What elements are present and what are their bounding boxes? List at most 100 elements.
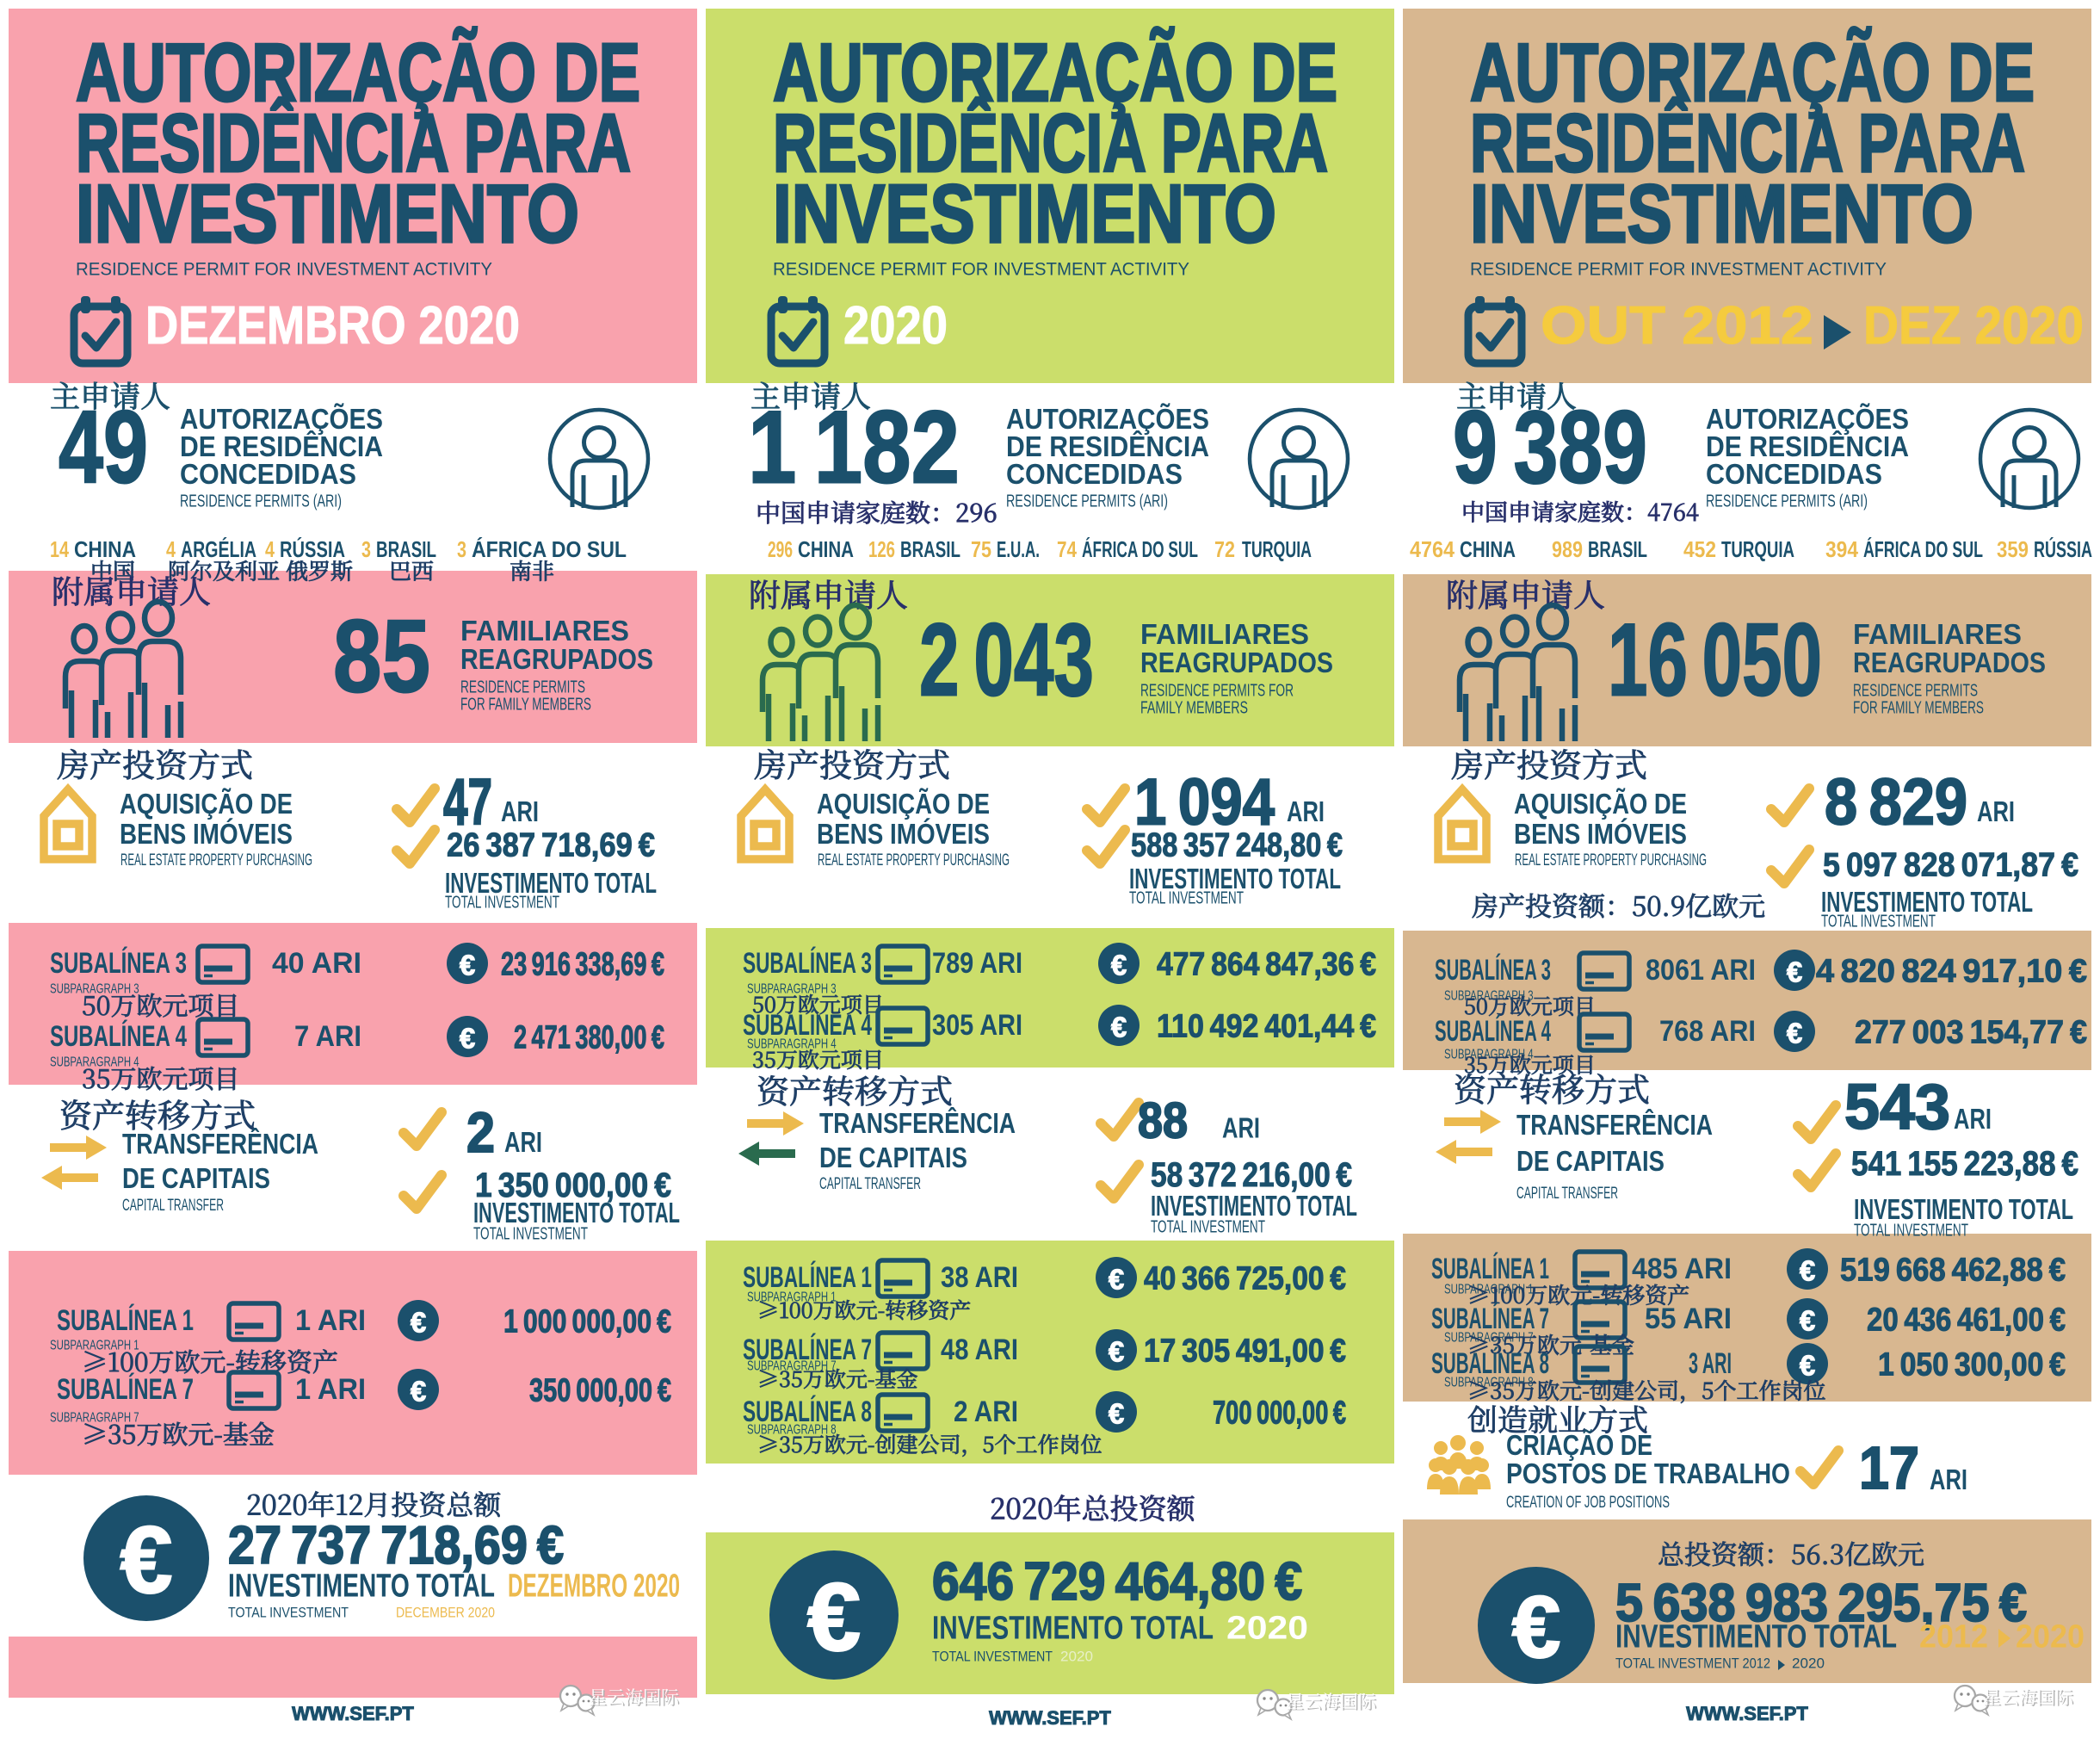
svg-text:519 668 462,88 €: 519 668 462,88 €	[1840, 1253, 2066, 1289]
svg-text:8061 ARI: 8061 ARI	[1646, 954, 1756, 987]
svg-text:AQUISIÇÃO DE: AQUISIÇÃO DE	[817, 788, 990, 820]
svg-text:INVESTIMENTO TOTAL: INVESTIMENTO TOTAL	[1151, 1190, 1357, 1222]
svg-text:€: €	[1800, 1255, 1815, 1287]
svg-text:768 ARI: 768 ARI	[1659, 1015, 1756, 1048]
svg-text:€: €	[1512, 1578, 1561, 1676]
svg-text:TOTAL INVESTMENT: TOTAL INVESTMENT	[932, 1648, 1053, 1664]
svg-text:7 ARI: 7 ARI	[294, 1020, 361, 1053]
svg-text:INVESTIMENTO TOTAL: INVESTIMENTO TOTAL	[228, 1569, 495, 1605]
svg-text:SUBALÍNEA 8: SUBALÍNEA 8	[743, 1396, 872, 1428]
svg-text:€: €	[411, 1307, 426, 1339]
svg-text:ARI: ARI	[1954, 1103, 1992, 1135]
svg-text:2012: 2012	[1919, 1619, 1988, 1655]
svg-text:CONCEDIDAS: CONCEDIDAS	[1706, 458, 1882, 490]
svg-text:TRANSFERÊNCIA: TRANSFERÊNCIA	[122, 1128, 318, 1160]
svg-text:BENS IMÓVEIS: BENS IMÓVEIS	[120, 818, 293, 850]
svg-text:SUBPARAGRAPH 3: SUBPARAGRAPH 3	[747, 982, 837, 997]
svg-text:40 366 725,00 €: 40 366 725,00 €	[1144, 1261, 1346, 1297]
svg-text:2020: 2020	[1226, 1611, 1308, 1647]
svg-text:AUTORIZAÇÕES: AUTORIZAÇÕES	[1706, 403, 1909, 435]
svg-text:40 ARI: 40 ARI	[272, 947, 361, 980]
svg-text:AQUISIÇÃO DE: AQUISIÇÃO DE	[1514, 788, 1687, 820]
svg-text:AUTORIZAÇÕES: AUTORIZAÇÕES	[1006, 403, 1209, 435]
svg-text:AUTORIZAÇÃO DE: AUTORIZAÇÃO DE	[773, 26, 1337, 119]
svg-text:ÁFRICA DO SUL: ÁFRICA DO SUL	[1863, 536, 1983, 562]
svg-text:4: 4	[265, 536, 275, 562]
svg-text:SUBPARAGRAPH 8: SUBPARAGRAPH 8	[747, 1423, 837, 1438]
svg-text:SUBALÍNEA 4: SUBALÍNEA 4	[743, 1009, 872, 1042]
svg-text:INVESTIMENTO TOTAL: INVESTIMENTO TOTAL	[473, 1197, 680, 1228]
svg-text:SUBALÍNEA 1: SUBALÍNEA 1	[57, 1304, 194, 1337]
svg-text:SUBPARAGRAPH 4: SUBPARAGRAPH 4	[50, 1055, 139, 1070]
svg-text:ARI: ARI	[1930, 1464, 1967, 1495]
svg-text:POSTOS DE TRABALHO: POSTOS DE TRABALHO	[1506, 1457, 1790, 1489]
svg-text:TOTAL INVESTMENT 2012: TOTAL INVESTMENT 2012	[1615, 1655, 1770, 1671]
svg-text:SUBALÍNEA 4: SUBALÍNEA 4	[50, 1020, 187, 1053]
svg-text:359: 359	[1997, 536, 2029, 562]
svg-text:INVESTIMENTO: INVESTIMENTO	[1470, 168, 1973, 260]
svg-text:DE RESIDÊNCIA: DE RESIDÊNCIA	[1006, 430, 1209, 462]
svg-text:TRANSFERÊNCIA: TRANSFERÊNCIA	[1516, 1109, 1713, 1141]
svg-text:AQUISIÇÃO DE: AQUISIÇÃO DE	[120, 788, 293, 820]
svg-text:TOTAL INVESTMENT: TOTAL INVESTMENT	[445, 894, 559, 913]
svg-text:2 043: 2 043	[919, 603, 1094, 718]
svg-text:CHINA: CHINA	[74, 536, 136, 562]
svg-text:CREATION OF JOB POSITIONS: CREATION OF JOB POSITIONS	[1506, 1494, 1670, 1512]
svg-text:75: 75	[971, 536, 991, 562]
svg-text:452: 452	[1683, 536, 1716, 562]
svg-text:ARI: ARI	[1222, 1111, 1260, 1143]
svg-text:SUBPARAGRAPH 4: SUBPARAGRAPH 4	[747, 1037, 837, 1052]
svg-text:543: 543	[1844, 1071, 1950, 1142]
svg-text:4764: 4764	[1410, 536, 1455, 562]
svg-text:FAMILY MEMBERS: FAMILY MEMBERS	[1140, 699, 1248, 718]
svg-text:ARI: ARI	[501, 795, 539, 827]
svg-text:TURQUIA: TURQUIA	[1242, 536, 1312, 562]
svg-text:TURQUIA: TURQUIA	[1721, 536, 1794, 562]
svg-text:38 ARI: 38 ARI	[941, 1261, 1018, 1294]
svg-text:SUBPARAGRAPH 7: SUBPARAGRAPH 7	[50, 1411, 139, 1426]
svg-text:BRASIL: BRASIL	[1588, 536, 1647, 562]
svg-text:SUBPARAGRAPH 3: SUBPARAGRAPH 3	[50, 982, 139, 997]
svg-text:3 ARI: 3 ARI	[1689, 1347, 1732, 1380]
svg-text:CONCEDIDAS: CONCEDIDAS	[1006, 458, 1183, 490]
svg-text:E.U.A.: E.U.A.	[997, 536, 1040, 562]
svg-text:RESIDENCE PERMITS: RESIDENCE PERMITS	[1853, 682, 1978, 701]
svg-text:SUBPARAGRAPH 1: SUBPARAGRAPH 1	[747, 1290, 837, 1305]
svg-text:4 820 824 917,10 €: 4 820 824 917,10 €	[1816, 954, 2087, 990]
svg-text:BENS IMÓVEIS: BENS IMÓVEIS	[1514, 818, 1687, 850]
svg-text:26 387 718,69 €: 26 387 718,69 €	[447, 826, 655, 863]
svg-text:DEZEMBRO 2020: DEZEMBRO 2020	[145, 296, 520, 356]
svg-text:€: €	[1109, 1264, 1124, 1296]
svg-text:88: 88	[1138, 1092, 1188, 1148]
svg-text:RESIDÊNCIA PARA: RESIDÊNCIA PARA	[76, 96, 631, 189]
svg-text:5 097 828 071,87 €: 5 097 828 071,87 €	[1823, 846, 2078, 883]
svg-text:REAL ESTATE PROPERTY PURCHASIN: REAL ESTATE PROPERTY PURCHASING	[818, 851, 1010, 870]
svg-text:1 094: 1 094	[1134, 765, 1275, 839]
svg-text:REAGRUPADOS: REAGRUPADOS	[1140, 647, 1333, 678]
svg-text:27 737 718,69 €: 27 737 718,69 €	[228, 1516, 564, 1575]
svg-text:SUBALÍNEA 7: SUBALÍNEA 7	[743, 1334, 872, 1366]
svg-text:ARI: ARI	[1287, 795, 1325, 827]
svg-text:58 372 216,00 €: 58 372 216,00 €	[1151, 1156, 1352, 1194]
svg-text:FAMILIARES: FAMILIARES	[1140, 618, 1309, 650]
svg-text:CHINA: CHINA	[1460, 536, 1516, 562]
svg-text:DE CAPITAIS: DE CAPITAIS	[122, 1162, 270, 1194]
svg-text:47: 47	[443, 765, 492, 839]
svg-text:1 182: 1 182	[748, 390, 960, 505]
svg-text:296: 296	[768, 536, 793, 562]
svg-text:SUBPARAGRAPH 8: SUBPARAGRAPH 8	[1444, 1376, 1534, 1390]
svg-text:BRASIL: BRASIL	[376, 536, 436, 562]
svg-text:DE CAPITAIS: DE CAPITAIS	[1516, 1145, 1665, 1177]
svg-text:CAPITAL TRANSFER: CAPITAL TRANSFER	[122, 1197, 224, 1215]
svg-text:€: €	[460, 1023, 475, 1055]
svg-text:14: 14	[50, 536, 69, 562]
svg-text:SUBALÍNEA 8: SUBALÍNEA 8	[1431, 1347, 1549, 1380]
svg-text:588 357 248,80 €: 588 357 248,80 €	[1131, 826, 1343, 863]
svg-text:INVESTIMENTO: INVESTIMENTO	[773, 168, 1276, 260]
svg-text:1 050 300,00 €: 1 050 300,00 €	[1878, 1347, 2066, 1383]
svg-text:REAL ESTATE PROPERTY PURCHASIN: REAL ESTATE PROPERTY PURCHASING	[120, 851, 312, 870]
svg-text:2: 2	[466, 1100, 495, 1164]
svg-text:DECEMBER 2020: DECEMBER 2020	[396, 1604, 495, 1620]
svg-text:€: €	[1111, 950, 1127, 981]
svg-text:SUBPARAGRAPH 1: SUBPARAGRAPH 1	[1444, 1283, 1534, 1297]
